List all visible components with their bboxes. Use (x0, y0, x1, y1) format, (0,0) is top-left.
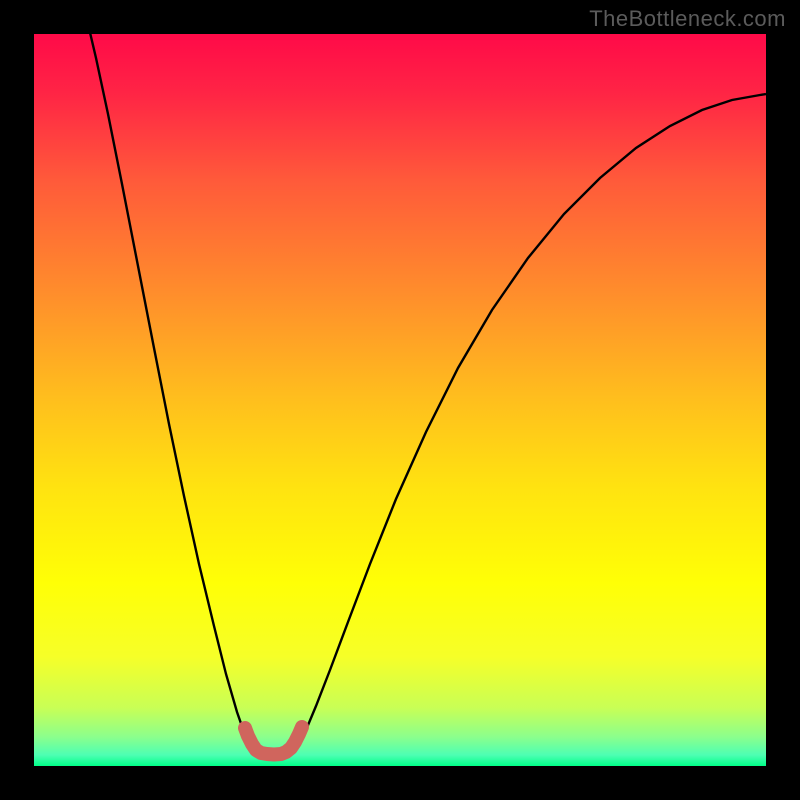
chart-curves-svg (34, 34, 766, 766)
main-curve-line (88, 34, 766, 754)
chart-plot-area (34, 34, 766, 766)
watermark-text: TheBottleneck.com (589, 6, 786, 32)
feature-marker-line (245, 727, 302, 755)
